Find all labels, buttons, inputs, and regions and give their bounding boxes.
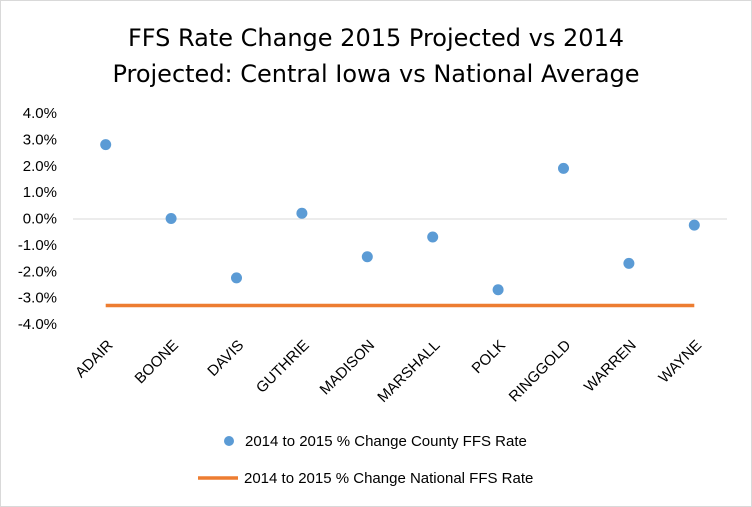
y-tick-label: -4.0% [18,316,57,333]
data-point-boone [165,213,177,224]
x-category-label: ADAIR [72,337,117,382]
x-category-label: WARREN [581,337,640,396]
x-category-label: RINGGOLD [506,337,575,406]
y-tick-label: 1.0% [23,184,57,201]
y-tick-label: 4.0% [23,105,57,122]
data-point-polk [492,284,504,296]
x-category-label: POLK [469,337,509,377]
chart-title: FFS Rate Change 2015 Projected vs 2014 P… [0,20,752,92]
y-tick-label: -1.0% [18,237,57,254]
data-point-adair [100,139,112,151]
x-category-label: GUTHRIE [253,337,313,397]
chart-title-line1: FFS Rate Change 2015 Projected vs 2014 [127,24,625,52]
legend: 2014 to 2015 % Change County FFS Rate 20… [198,433,533,487]
y-tick-label: 2.0% [23,158,57,175]
data-point-wayne [688,219,700,231]
data-point-madison [361,251,373,263]
x-category-label: MARSHALL [374,337,443,406]
y-tick-label: -2.0% [18,263,57,280]
legend-label-county: 2014 to 2015 % Change County FFS Rate [245,433,527,450]
y-tick-label: 0.0% [23,211,57,228]
chart-title-line2: Projected: Central Iowa vs National Aver… [112,60,640,88]
y-tick-label: 3.0% [23,131,57,148]
data-point-guthrie [296,207,308,219]
y-tick-label: -3.0% [18,290,57,307]
x-category-label: WAYNE [655,337,705,387]
data-point-ringgold [558,162,569,174]
legend-label-national: 2014 to 2015 % Change National FFS Rate [244,470,533,487]
x-category-label: DAVIS [204,337,247,380]
legend-marker-county [224,436,234,446]
x-category-label: MADISON [317,337,379,399]
data-point-davis [231,272,242,284]
data-point-marshall [427,231,439,243]
x-category-label: BOONE [132,337,182,387]
data-point-warren [623,257,635,269]
